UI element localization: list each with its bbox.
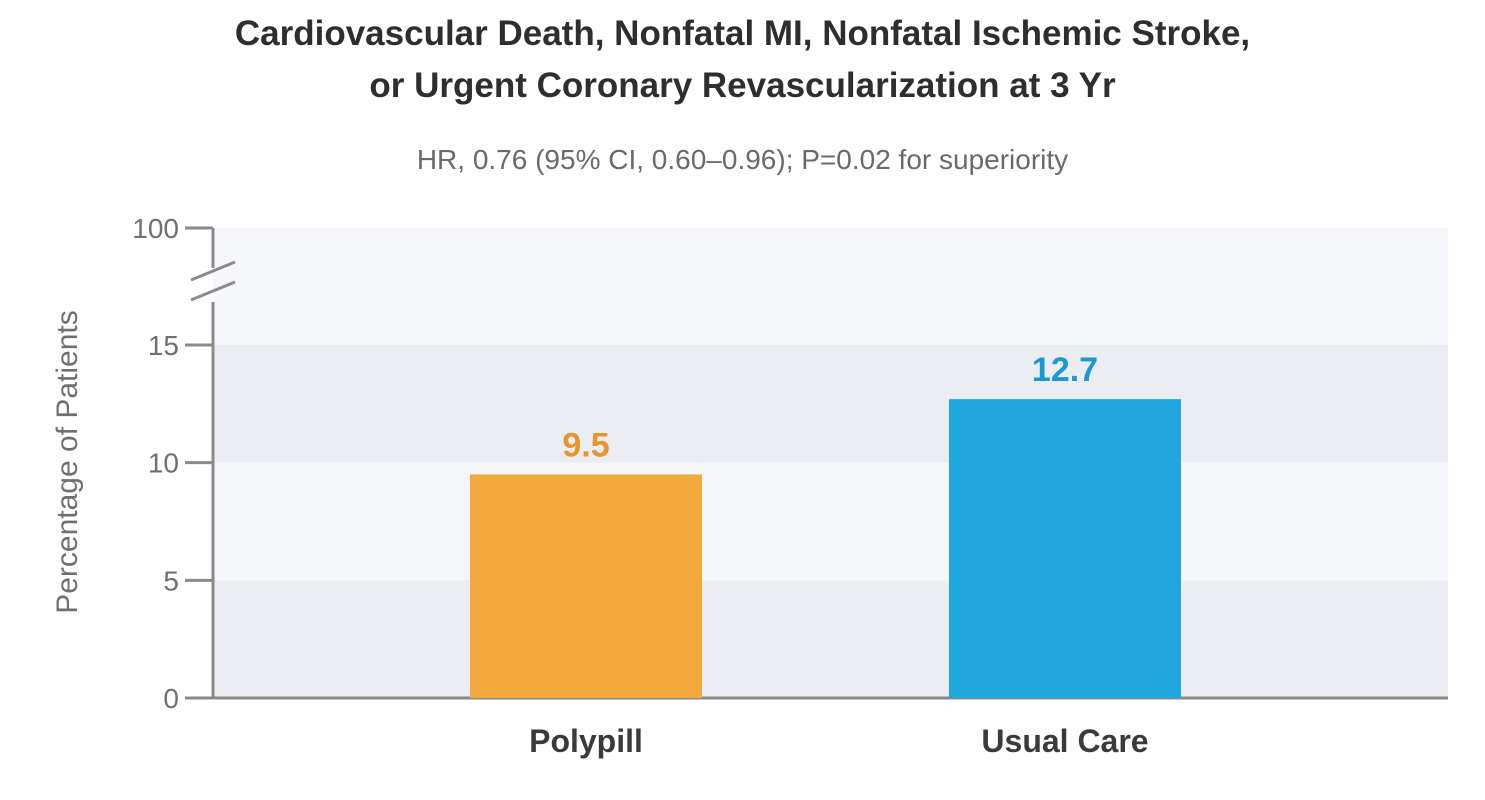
axis-break-mark-lower (190, 280, 236, 302)
y-tick-label: 0 (163, 683, 179, 714)
bar-polypill (470, 474, 702, 698)
plot-background (213, 228, 1448, 698)
bar-series (470, 399, 1181, 698)
x-axis-labels: Polypill Usual Care (529, 723, 1148, 759)
chart-title-line-1: Cardiovascular Death, Nonfatal MI, Nonfa… (234, 14, 1251, 53)
y-tick-label: 5 (163, 565, 179, 596)
y-tick-label: 10 (148, 448, 179, 479)
grid-band (213, 345, 1448, 463)
grid-band-broken (213, 228, 1448, 345)
chart-title-line-2: or Urgent Coronary Revascularization at … (369, 66, 1116, 105)
data-label: 9.5 (562, 426, 609, 464)
y-tick-label: 15 (148, 330, 179, 361)
grid-band (213, 462, 1448, 581)
y-axis: 0 5 10 15 100 (132, 213, 1448, 714)
bar-usual-care (949, 399, 1181, 698)
y-tick-label: 100 (132, 213, 179, 244)
grid-band (213, 580, 1448, 698)
axis-break-mark-upper (190, 260, 236, 282)
data-label: 12.7 (1032, 351, 1098, 389)
chart-subtitle: HR, 0.76 (95% CI, 0.60–0.96); P=0.02 for… (416, 144, 1069, 175)
data-labels: 9.5 12.7 (562, 351, 1098, 464)
x-tick-label: Polypill (529, 723, 643, 759)
x-tick-label: Usual Care (981, 723, 1148, 759)
y-axis-label: Percentage of Patients (51, 310, 84, 614)
